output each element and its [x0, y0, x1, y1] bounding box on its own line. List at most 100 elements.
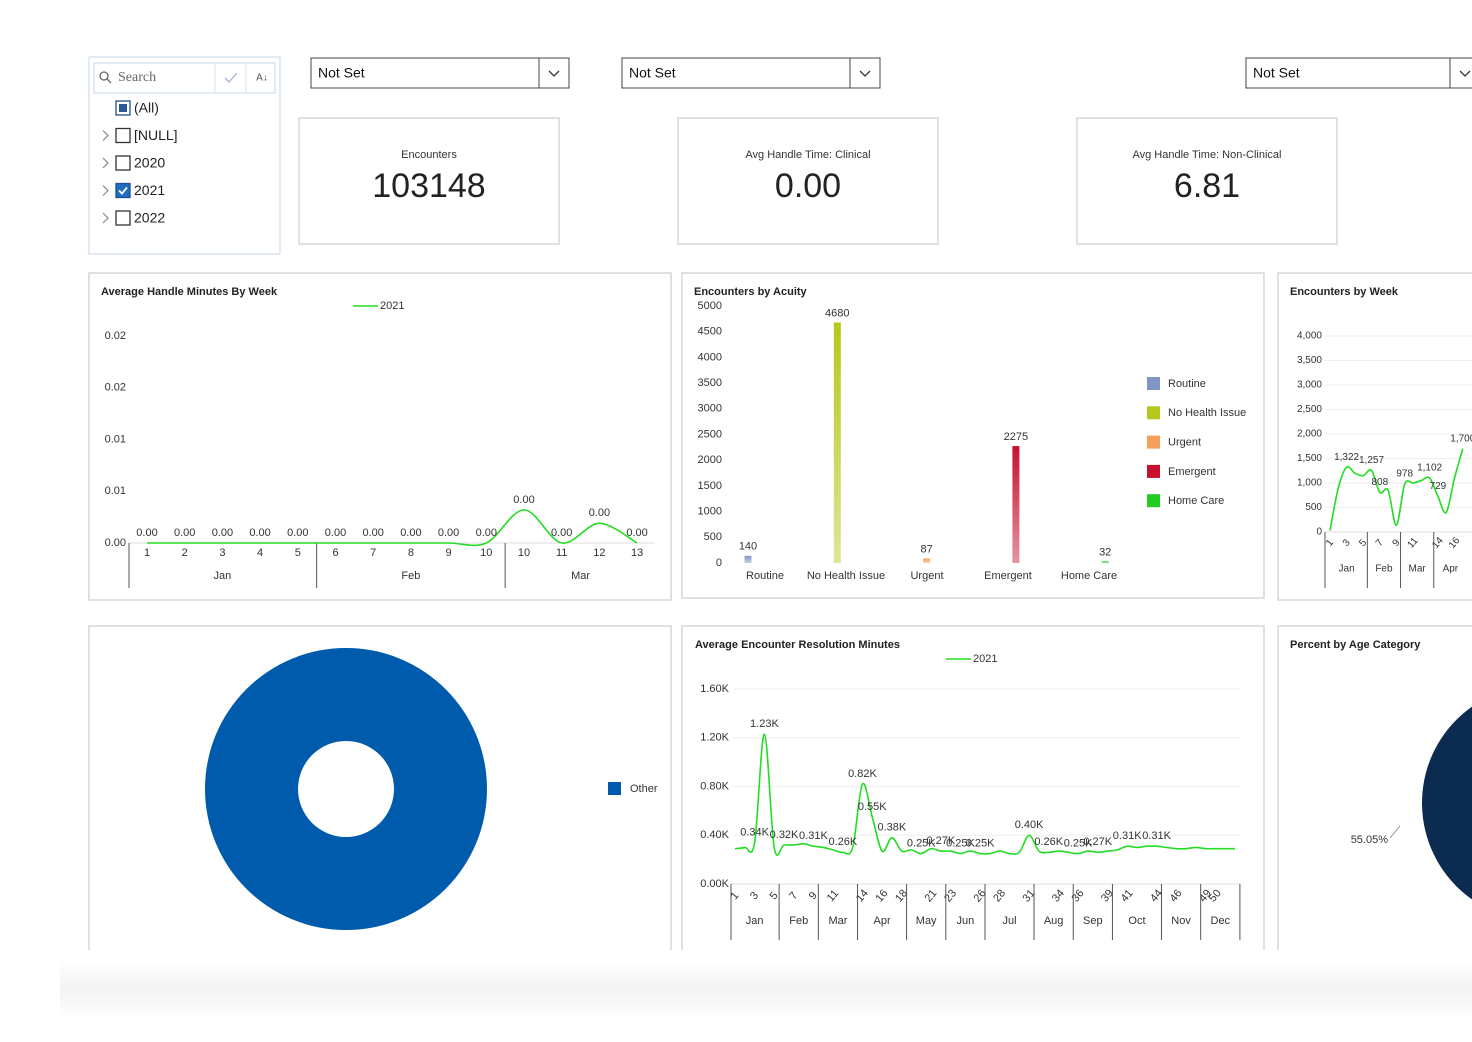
- filter-item[interactable]: 2021: [134, 182, 165, 198]
- y-tick-label: 1500: [698, 480, 722, 492]
- data-label: 0.27K: [927, 835, 956, 847]
- data-label: 0.00: [136, 527, 157, 539]
- kpi-value: 0.00: [775, 167, 841, 205]
- chart-title: Average Encounter Resolution Minutes: [695, 639, 900, 651]
- filter-item[interactable]: [NULL]: [134, 127, 178, 143]
- y-tick-label: 2000: [698, 454, 722, 466]
- data-label: 55.05%: [1351, 834, 1389, 846]
- search-icon: [99, 71, 109, 81]
- data-label: 0.00: [212, 527, 233, 539]
- checkbox[interactable]: [115, 182, 131, 199]
- chart-title: Average Handle Minutes By Week: [101, 286, 278, 298]
- data-label: 1,102: [1417, 463, 1442, 474]
- data-label: 0.00: [174, 527, 195, 539]
- data-label: 0.00: [589, 507, 610, 519]
- data-label: 0.31K: [799, 830, 828, 842]
- y-tick-label: 1,500: [1297, 453, 1322, 464]
- select-icon[interactable]: [224, 72, 238, 83]
- x-tick-label: 6: [332, 547, 338, 559]
- data-label: 0.38K: [877, 822, 906, 834]
- kpi-card: [298, 117, 560, 245]
- x-tick-label: 3: [219, 547, 225, 559]
- legend-label: Emergent: [1168, 466, 1216, 478]
- expand-chevron[interactable]: [102, 185, 109, 196]
- x-tick-label: 10: [518, 547, 530, 559]
- y-tick-label: 0.00: [105, 537, 126, 549]
- sort-icon[interactable]: A↓: [256, 73, 268, 84]
- kpi-label: Avg Handle Time: Non-Clinical: [1133, 149, 1282, 161]
- data-label: 0.00: [476, 527, 497, 539]
- month-label: Mar: [571, 570, 590, 582]
- legend-label: 2021: [380, 300, 404, 312]
- data-label: 1,257: [1359, 455, 1384, 466]
- month-label: Feb: [1375, 564, 1393, 575]
- y-tick-label: 4500: [698, 326, 722, 338]
- checkmark: [118, 186, 128, 195]
- month-label: Jan: [214, 570, 232, 582]
- legend-swatch: [608, 782, 621, 795]
- month-label: Dec: [1211, 915, 1231, 927]
- expand-chevron[interactable]: [102, 212, 109, 224]
- page-shadow: [60, 960, 1472, 1020]
- legend-label: 2021: [973, 653, 997, 665]
- y-tick-label: 0: [1316, 527, 1322, 538]
- x-tick-label: 13: [631, 547, 643, 559]
- month-label: Jan: [746, 915, 764, 927]
- y-tick-label: 0.00K: [700, 878, 729, 890]
- checkbox[interactable]: [115, 155, 131, 171]
- bar: [923, 558, 931, 563]
- checkbox[interactable]: [115, 210, 131, 226]
- data-label: 0.25K: [1064, 837, 1093, 849]
- data-label: 0.32K: [770, 829, 799, 841]
- filter-item[interactable]: 2020: [134, 155, 165, 171]
- y-tick-label: 2500: [698, 428, 722, 440]
- dropdown[interactable]: Not Set: [621, 57, 881, 89]
- kpi-card: [677, 117, 939, 245]
- filter-item[interactable]: (All): [134, 100, 159, 116]
- month-label: Nov: [1171, 915, 1191, 927]
- x-tick-label: Routine: [746, 570, 784, 582]
- x-tick-label: No Health Issue: [807, 570, 885, 582]
- x-tick-label: 7: [1374, 537, 1386, 549]
- filter-item[interactable]: 2022: [134, 210, 165, 226]
- legend-label: No Health Issue: [1168, 407, 1246, 419]
- data-label: 1.23K: [750, 718, 779, 730]
- data-label: 2275: [1004, 431, 1028, 443]
- legend-swatch: [1147, 377, 1160, 390]
- y-tick-label: 0.01: [105, 433, 126, 445]
- month-label: Feb: [401, 570, 420, 582]
- expand-chevron[interactable]: [102, 130, 109, 141]
- data-label: 0.00: [249, 527, 270, 539]
- donut-slice: [204, 647, 488, 931]
- data-label: 0.25K: [907, 837, 936, 849]
- expand-chevron[interactable]: [102, 157, 109, 169]
- x-tick-label: 10: [480, 547, 492, 559]
- dropdown[interactable]: Not Set: [310, 57, 570, 89]
- x-tick-label: 7: [370, 547, 376, 559]
- legend-swatch: [1147, 406, 1160, 420]
- leader-line: [1389, 825, 1401, 839]
- data-label: 0.26K: [1034, 836, 1063, 848]
- search-placeholder: Search: [118, 70, 156, 85]
- y-tick-label: 0.02: [105, 382, 126, 394]
- data-label: 0.31K: [1142, 830, 1171, 842]
- y-tick-label: 1000: [698, 506, 722, 518]
- x-tick-label: 12: [593, 547, 605, 559]
- y-tick-label: 5000: [698, 300, 722, 312]
- kpi-label: Avg Handle Time: Clinical: [745, 149, 870, 161]
- data-label: 0.34K: [740, 826, 769, 838]
- data-label: 0.00: [438, 527, 459, 539]
- checkbox[interactable]: [115, 127, 131, 144]
- legend-label: Other: [630, 783, 658, 795]
- dropdown-value: Not Set: [1253, 65, 1300, 81]
- chart-panel: [88, 272, 672, 601]
- kpi-value: 6.81: [1174, 167, 1240, 205]
- legend-label: Home Care: [1168, 495, 1224, 507]
- dropdown[interactable]: Not Set: [1245, 57, 1472, 89]
- search-box[interactable]: [93, 62, 276, 94]
- y-tick-label: 3500: [698, 377, 722, 389]
- data-label: 0.25K: [946, 837, 975, 849]
- data-label: 808: [1371, 477, 1388, 488]
- month-label: Aug: [1044, 915, 1064, 927]
- checkbox-mixed: [119, 104, 127, 112]
